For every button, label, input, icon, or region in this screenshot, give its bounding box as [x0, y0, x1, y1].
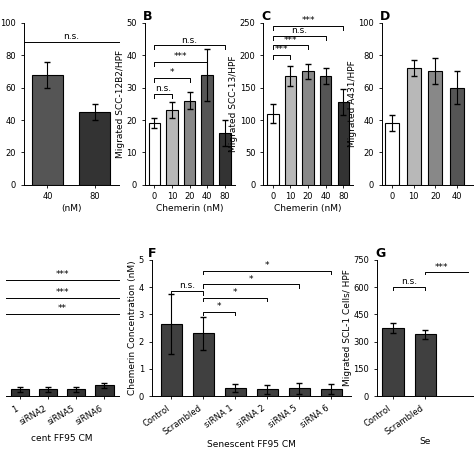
Text: ***: *** — [174, 52, 188, 61]
Bar — [201, 74, 213, 185]
Text: F: F — [148, 247, 156, 260]
Text: ***: *** — [55, 288, 69, 297]
Text: n.s.: n.s. — [179, 282, 195, 291]
Bar — [337, 102, 349, 185]
Bar — [193, 334, 214, 396]
Bar — [383, 328, 403, 396]
Text: ***: *** — [275, 46, 289, 55]
Text: ***: *** — [301, 16, 315, 25]
Text: *: * — [233, 288, 237, 297]
Bar — [385, 123, 399, 185]
Text: *: * — [170, 68, 174, 77]
Text: n.s.: n.s. — [182, 36, 198, 45]
Text: D: D — [380, 10, 390, 23]
Text: ***: *** — [55, 270, 69, 279]
Bar — [321, 389, 342, 396]
Bar — [166, 110, 178, 185]
Y-axis label: Chemerin Concentration (nM): Chemerin Concentration (nM) — [128, 261, 137, 395]
Bar — [285, 76, 296, 185]
Bar — [219, 133, 230, 185]
Bar — [32, 74, 63, 185]
Text: ***: *** — [435, 263, 448, 272]
Text: B: B — [143, 10, 152, 23]
X-axis label: Chemerin (nM): Chemerin (nM) — [156, 204, 223, 213]
Bar — [95, 385, 114, 396]
Text: ***: *** — [284, 36, 297, 45]
Bar — [407, 68, 421, 185]
Y-axis label: Migrated A431/HPF: Migrated A431/HPF — [348, 60, 357, 147]
Bar — [415, 334, 436, 396]
Bar — [11, 390, 29, 396]
Bar — [67, 390, 85, 396]
Text: *: * — [217, 302, 221, 311]
Bar — [257, 390, 278, 396]
Y-axis label: Migrated SCL-1 Cells/ HPF: Migrated SCL-1 Cells/ HPF — [343, 270, 352, 386]
Text: n.s.: n.s. — [63, 32, 79, 41]
X-axis label: Chemerin (nM): Chemerin (nM) — [274, 204, 342, 213]
Bar — [225, 388, 246, 396]
Text: n.s.: n.s. — [291, 26, 307, 35]
X-axis label: (nM): (nM) — [61, 204, 82, 213]
Bar — [161, 324, 182, 396]
Y-axis label: Migrated SCC-12B2/HPF: Migrated SCC-12B2/HPF — [116, 50, 125, 158]
Text: **: ** — [58, 304, 67, 313]
Bar — [39, 390, 57, 396]
Bar — [450, 88, 464, 185]
Bar — [302, 72, 314, 185]
Bar — [80, 112, 110, 185]
Y-axis label: Migrated SCC-13/HPF: Migrated SCC-13/HPF — [229, 55, 238, 152]
Bar — [320, 76, 331, 185]
Text: *: * — [249, 274, 254, 283]
Text: n.s.: n.s. — [155, 84, 171, 93]
Text: *: * — [265, 261, 270, 270]
Text: cent FF95 CM: cent FF95 CM — [31, 435, 93, 444]
Text: G: G — [375, 247, 385, 260]
Text: Se: Se — [420, 437, 431, 446]
Bar — [149, 123, 160, 185]
X-axis label: Senescent FF95 CM: Senescent FF95 CM — [207, 440, 296, 449]
Bar — [289, 388, 310, 396]
Bar — [428, 72, 442, 185]
Text: C: C — [261, 10, 270, 23]
Bar — [267, 114, 279, 185]
Bar — [184, 100, 195, 185]
Text: n.s.: n.s. — [401, 277, 417, 286]
